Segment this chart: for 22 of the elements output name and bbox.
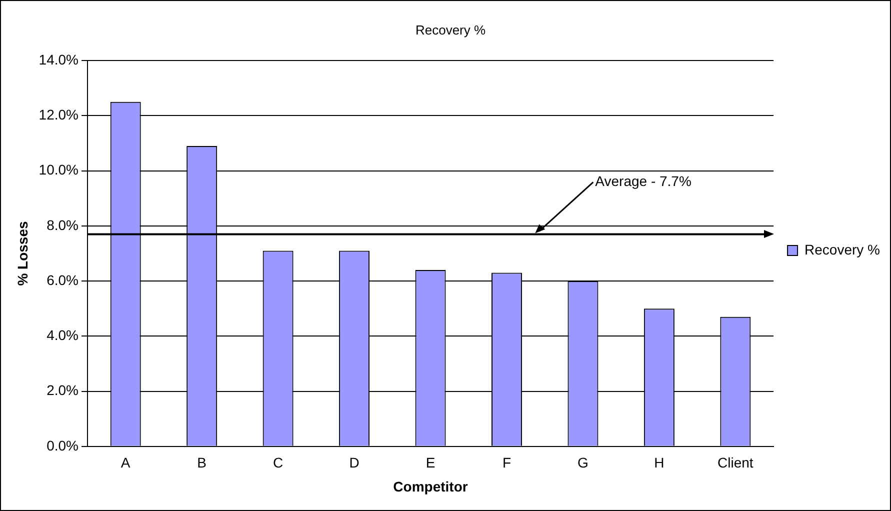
y-tick-label: 12.0%: [38, 106, 78, 123]
y-axis-title: % Losses: [14, 220, 30, 286]
y-tick-label: 6.0%: [46, 272, 78, 288]
y-tick-label: 10.0%: [38, 162, 78, 178]
x-tick-label: B: [197, 454, 207, 471]
x-tick-label: Client: [718, 454, 754, 471]
x-tick-label: H: [654, 454, 664, 471]
y-tick-label: 0.0%: [46, 437, 78, 454]
y-tick-label: 4.0%: [46, 327, 78, 344]
x-tick-label: F: [502, 454, 512, 471]
x-tick-label: C: [273, 454, 284, 471]
y-tick-label: 14.0%: [38, 51, 78, 68]
x-tick-label: D: [349, 454, 360, 471]
legend-label: Recovery %: [804, 241, 880, 258]
x-tick-label: E: [426, 454, 436, 471]
chart-title: Recovery %: [415, 22, 486, 38]
ref-line-label: Average - 7.7%: [595, 173, 692, 190]
x-axis-title: Competitor: [393, 478, 468, 494]
y-tick-label: 2.0%: [46, 382, 78, 398]
y-tick-label: 8.0%: [46, 216, 78, 233]
x-tick-label: A: [120, 454, 131, 471]
x-tick-label: G: [578, 454, 588, 471]
